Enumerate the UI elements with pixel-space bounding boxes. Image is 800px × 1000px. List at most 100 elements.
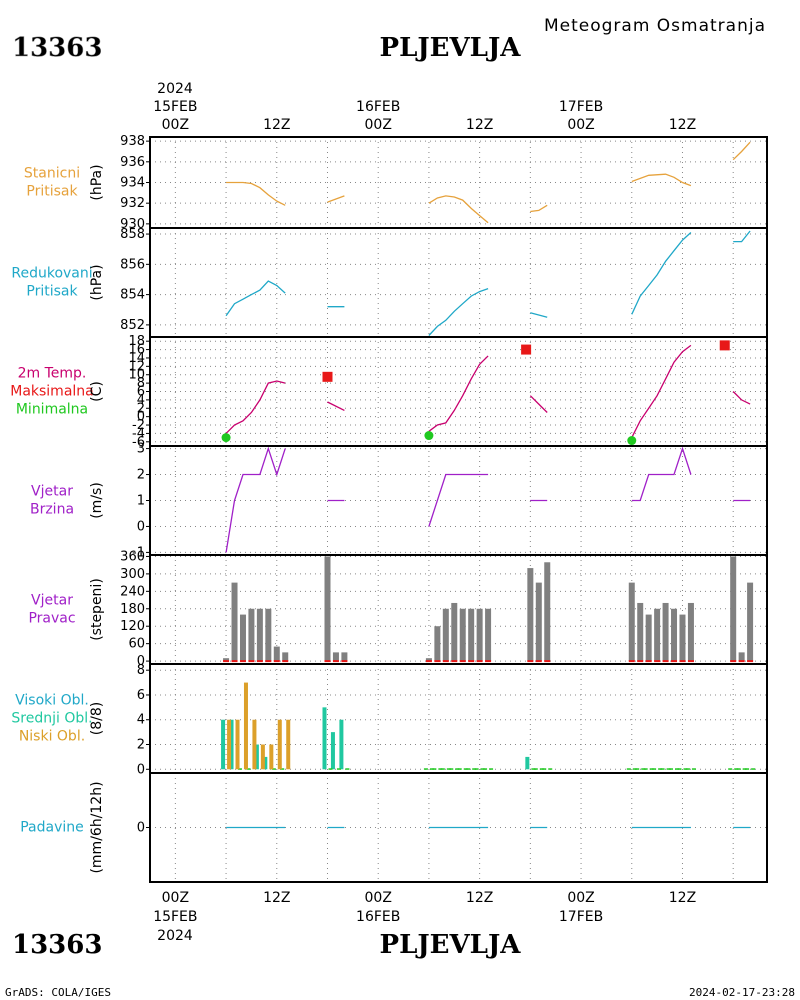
cloud-bar	[330, 732, 335, 770]
min-temp-marker	[424, 431, 434, 441]
y-tick-label: 0	[137, 519, 145, 534]
series-line	[327, 195, 345, 203]
cloud-bar	[277, 719, 282, 770]
y-tick-label: 6	[137, 385, 145, 400]
panel-label: Pritisak	[26, 184, 78, 200]
cloud-zero-mark	[483, 768, 488, 770]
wind-direction-bar	[248, 608, 255, 662]
wind-direction-bar	[738, 652, 745, 662]
cloud-zero-mark	[440, 768, 445, 770]
x-tick-top: 12Z	[669, 117, 696, 133]
y-tick-label: 932	[120, 196, 145, 211]
cloud-zero-mark	[677, 768, 682, 770]
wind-direction-bar	[442, 608, 449, 662]
baseline-mark	[527, 660, 534, 663]
cloud-zero-mark	[685, 768, 690, 770]
baseline-mark	[434, 660, 441, 663]
baseline-mark	[628, 660, 635, 663]
x-tick-top: 12Z	[466, 117, 493, 133]
y-tick-label: 14	[128, 351, 145, 366]
cloud-bar	[254, 744, 259, 770]
cloud-zero-mark	[675, 768, 680, 770]
wind-direction-bar	[637, 602, 644, 662]
panel-label: Srednji Obl.	[11, 711, 92, 727]
series-line	[631, 173, 692, 187]
wind-direction-bar	[434, 626, 441, 662]
series-line	[530, 204, 548, 213]
cloud-zero-mark	[237, 768, 242, 770]
baseline-mark	[468, 660, 475, 663]
y-tick-label: 1	[137, 494, 145, 509]
series-line	[327, 401, 345, 411]
baseline-mark	[425, 660, 432, 663]
cloud-zero-mark	[429, 768, 434, 770]
footer-left: GrADS: COLA/IGES	[5, 986, 111, 999]
cloud-bar	[286, 719, 291, 770]
year-top: 2024	[157, 81, 193, 97]
baseline-mark	[679, 660, 686, 663]
wind-direction-bar	[485, 608, 492, 662]
day-label-top: 16FEB	[356, 99, 400, 115]
panel-label: Vjetar	[31, 484, 73, 500]
cloud-zero-mark	[328, 768, 333, 770]
panel-unit: (8/8)	[89, 702, 105, 735]
cloud-zero-mark	[438, 768, 443, 770]
wind-direction-bar	[324, 556, 331, 662]
day-label-top: 17FEB	[559, 99, 603, 115]
x-tick-top: 00Z	[162, 117, 189, 133]
cloud-zero-mark	[751, 768, 756, 770]
series-line	[226, 181, 286, 206]
y-tick-label: 2	[137, 401, 145, 416]
panel-label: Minimalna	[16, 402, 88, 418]
cloud-zero-mark	[542, 768, 547, 770]
cloud-zero-mark	[745, 768, 750, 770]
baseline-mark	[324, 660, 331, 663]
cloud-zero-mark	[466, 768, 471, 770]
series-line	[225, 380, 286, 434]
min-temp-marker	[627, 436, 637, 446]
series-line	[428, 195, 489, 224]
y-tick-label: 18	[128, 334, 145, 349]
x-tick-bottom: 00Z	[365, 890, 392, 906]
panel-label: Maksimalna	[10, 384, 94, 400]
y-tick-label: 858	[120, 227, 145, 242]
baseline-mark	[687, 660, 694, 663]
wind-direction-bar	[341, 652, 348, 662]
wind-direction-bar	[451, 602, 458, 662]
baseline-mark	[451, 660, 458, 663]
product-title: Meteogram Osmatranja	[544, 16, 766, 36]
panel-label: Pritisak	[26, 284, 78, 300]
baseline-mark	[485, 660, 492, 663]
station-name-bottom: PLJEVLJA	[380, 930, 522, 960]
panel-frame	[149, 772, 768, 883]
wind-direction-bar	[223, 658, 230, 662]
footer-right: 2024-02-17-23:28	[689, 986, 795, 999]
series-line	[529, 395, 548, 413]
cloud-zero-mark	[626, 768, 631, 770]
cloud-bar	[339, 719, 344, 770]
y-tick-label: 856	[120, 257, 145, 272]
panel-frame	[149, 663, 768, 774]
baseline-mark	[273, 660, 280, 663]
cloud-zero-mark	[669, 768, 674, 770]
series-line	[631, 344, 692, 438]
y-tick-label: 0	[137, 654, 145, 669]
y-tick-label: 934	[120, 176, 145, 191]
cloud-zero-mark	[649, 768, 654, 770]
baseline-mark	[535, 660, 542, 663]
series-line	[733, 230, 751, 243]
cloud-zero-mark	[455, 768, 460, 770]
cloud-zero-mark	[280, 768, 285, 770]
baseline-mark	[248, 660, 255, 663]
cloud-zero-mark	[246, 768, 251, 770]
series-line	[225, 280, 286, 317]
y-tick-label: 180	[120, 602, 145, 617]
cloud-zero-mark	[742, 768, 747, 770]
panel-label: Padavine	[20, 820, 84, 836]
panel-label: Stanicni	[24, 166, 80, 182]
panel-pravac: 0 60 120 180 240 300 360 Vjetar Pravac (stepeni)	[28, 549, 768, 669]
x-tick-bottom: 12Z	[263, 890, 290, 906]
day-label-top: 15FEB	[153, 99, 197, 115]
y-tick-label: -1	[132, 545, 145, 560]
baseline-mark	[341, 660, 348, 663]
